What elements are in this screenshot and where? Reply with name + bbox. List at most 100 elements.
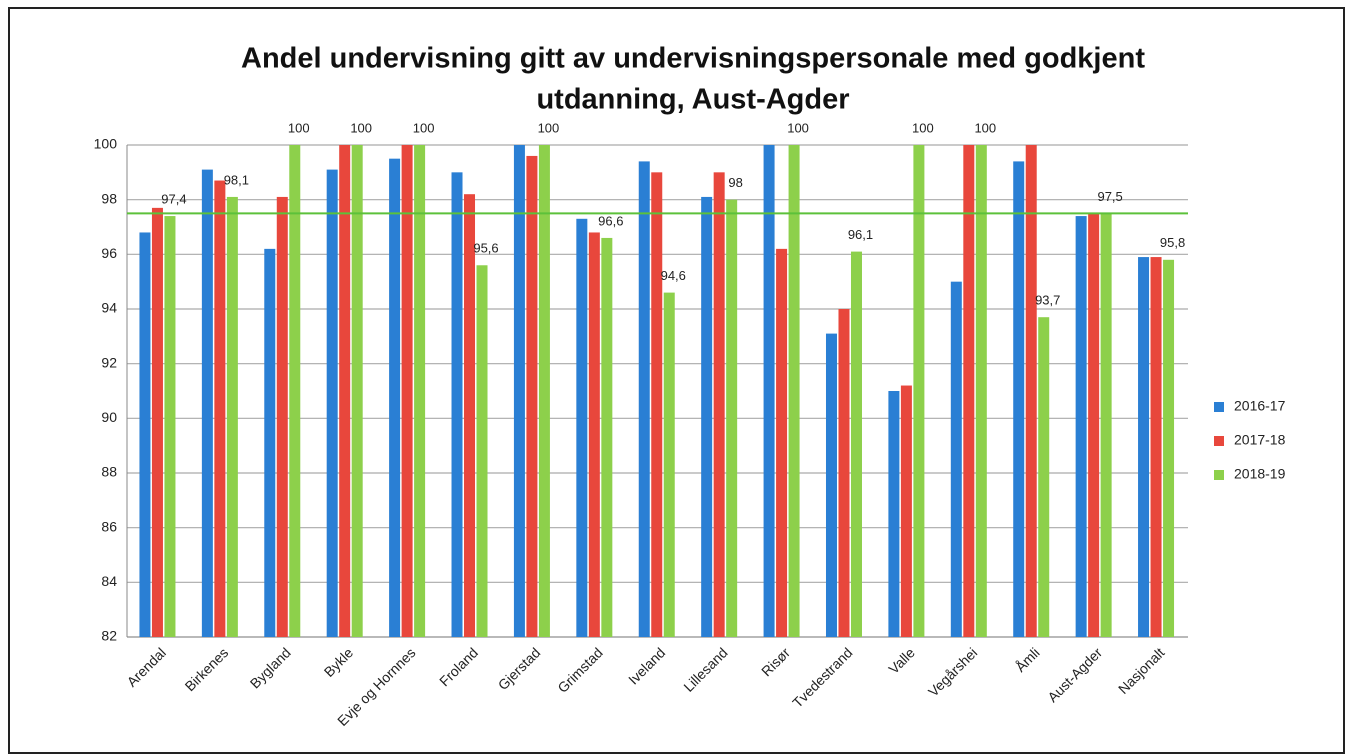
x-tick-label: Tvedestrand [789, 644, 855, 710]
bar [825, 333, 837, 637]
bar [713, 172, 725, 638]
bar [1038, 317, 1050, 637]
x-tick-label: Lillesand [680, 644, 730, 694]
bar [950, 281, 962, 637]
x-tick-label: Arendal [124, 644, 169, 689]
bar [601, 237, 613, 637]
chart-title: utdanning, Aust-Agder [536, 84, 849, 116]
bar [638, 161, 650, 637]
y-tick-label: 86 [101, 518, 117, 534]
y-tick-label: 84 [101, 573, 117, 589]
y-tick-label: 96 [101, 245, 117, 261]
x-tick-label: Aust-Agder [1044, 644, 1105, 705]
x-tick-label: Grimstad [554, 644, 605, 695]
bar [151, 207, 163, 637]
x-tick-label: Froland [436, 644, 481, 689]
legend-swatch [1214, 402, 1224, 412]
bar [1138, 257, 1150, 637]
bar [576, 218, 588, 638]
y-tick-label: 98 [101, 190, 117, 206]
value-label: 97,4 [161, 192, 186, 207]
bar [1075, 216, 1087, 638]
value-label: 100 [787, 120, 809, 135]
y-tick-label: 82 [101, 628, 117, 644]
value-label: 98,1 [224, 172, 249, 187]
value-label: 100 [974, 120, 996, 135]
x-tick-label: Nasjonalt [1115, 644, 1168, 697]
bar [476, 265, 488, 637]
legend-swatch [1214, 436, 1224, 446]
bar [139, 232, 151, 637]
bar [663, 292, 675, 637]
bar [763, 145, 775, 637]
bar [1013, 161, 1025, 637]
bar [701, 196, 713, 637]
bar [351, 145, 363, 637]
bar [651, 172, 663, 638]
x-tick-label: Vegårshei [925, 644, 980, 699]
bar [588, 232, 600, 637]
bar [276, 196, 288, 637]
value-label: 93,7 [1035, 293, 1060, 308]
chart-title: Andel undervisning gitt av undervisnings… [241, 43, 1145, 75]
value-label: 94,6 [661, 268, 686, 283]
y-tick-label: 94 [101, 300, 117, 316]
x-tick-label: Åmli [1012, 644, 1043, 675]
y-tick-label: 100 [94, 136, 118, 152]
bar [913, 145, 925, 637]
y-tick-label: 90 [101, 409, 117, 425]
frame [8, 7, 1345, 754]
value-label: 96,6 [598, 213, 623, 228]
value-label: 100 [413, 120, 435, 135]
bar [1025, 145, 1037, 637]
bar [900, 385, 912, 637]
bar [850, 251, 862, 637]
bar [201, 169, 213, 637]
bar [339, 145, 351, 637]
value-label: 95,8 [1160, 235, 1185, 250]
value-label: 98 [728, 175, 742, 190]
bar [326, 169, 338, 637]
bar [1163, 259, 1175, 637]
x-tick-label: Valle [885, 644, 918, 677]
bar [214, 180, 226, 638]
value-label: 96,1 [848, 227, 873, 242]
value-label: 100 [538, 120, 560, 135]
bar [289, 145, 301, 637]
bar [788, 145, 800, 637]
x-tick-label: Risør [758, 644, 793, 679]
bar [464, 194, 476, 637]
bar [1150, 257, 1162, 637]
bar [264, 248, 276, 637]
bar [963, 145, 975, 637]
x-tick-label: Birkenes [182, 644, 232, 694]
value-label: 100 [912, 120, 934, 135]
bar [389, 158, 401, 637]
x-tick-label: Gjerstad [495, 644, 544, 693]
value-label: 100 [350, 120, 372, 135]
value-label: 95,6 [473, 241, 498, 256]
y-tick-label: 88 [101, 464, 117, 480]
bar [414, 145, 426, 637]
bar [888, 391, 900, 637]
bar [838, 309, 850, 637]
bar [1088, 213, 1100, 638]
bar [776, 248, 788, 637]
bar [538, 145, 550, 637]
y-tick-label: 92 [101, 354, 117, 370]
bar [226, 196, 238, 637]
value-label: 97,5 [1097, 189, 1122, 204]
bar [164, 216, 176, 638]
bar [513, 145, 525, 637]
bar [726, 199, 738, 637]
legend-label: 2016-17 [1234, 398, 1286, 414]
legend-label: 2017-18 [1234, 432, 1286, 448]
bar [451, 172, 463, 638]
legend-label: 2018-19 [1234, 466, 1286, 482]
bar [1100, 213, 1112, 638]
x-tick-label: Iveland [625, 644, 668, 687]
bar [526, 155, 538, 637]
x-tick-label: Bygland [247, 644, 294, 691]
